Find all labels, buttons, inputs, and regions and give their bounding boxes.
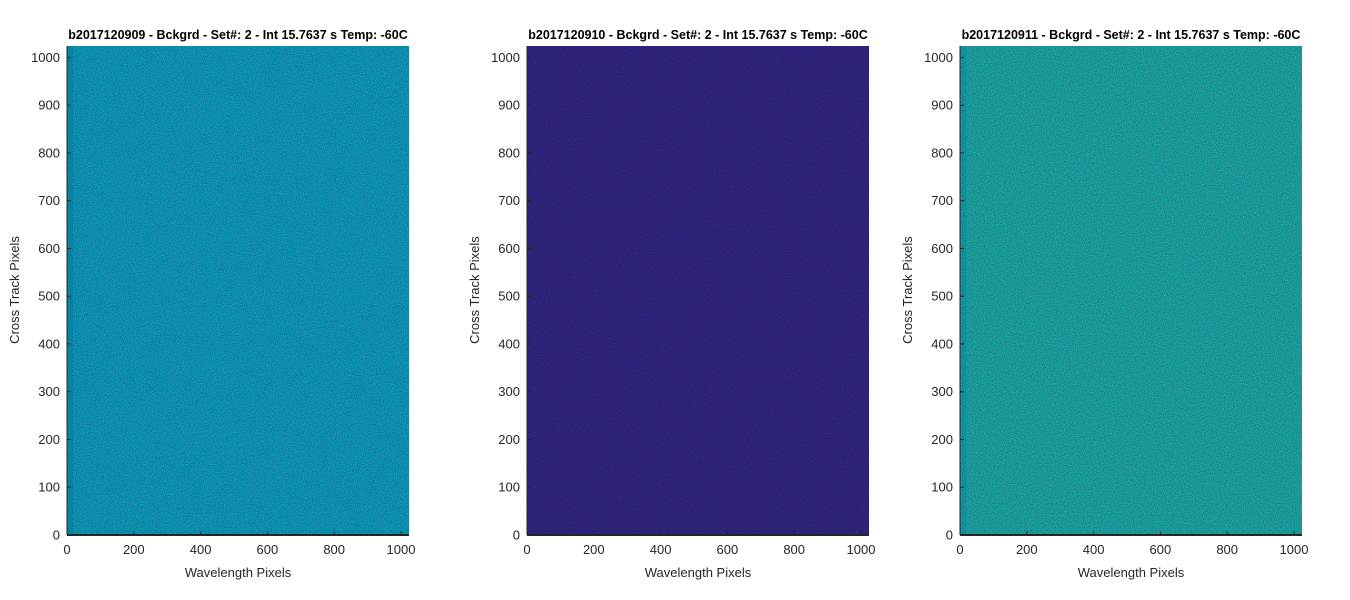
subplot-3: b2017120911 - Bckgrd - Set#: 2 - Int 15.… [900,28,1308,580]
subplot-2-axes: 0 200 400 600 800 1000 0 100 200 300 400 500 600 700 8… [491,46,875,557]
y-tick-label: 0 [513,528,520,543]
y-tick-label: 500 [498,289,520,304]
y-tick-label: 200 [38,432,60,447]
image-noise [960,46,1302,535]
subplot-2-title: b2017120910 - Bckgrd - Set#: 2 - Int 15.… [528,28,868,42]
subplot-1-xlabel: Wavelength Pixels [185,565,292,580]
y-tick-label: 800 [498,145,520,160]
y-tick-label: 700 [931,193,953,208]
x-tick-label: 600 [1150,542,1172,557]
y-tick-label: 800 [38,145,60,160]
y-tick-label: 200 [498,432,520,447]
x-tick-label: 200 [1016,542,1038,557]
y-tick-label: 1000 [31,50,60,65]
subplot-2-xlabel: Wavelength Pixels [645,565,752,580]
x-tick-label: 800 [1216,542,1238,557]
y-tick-label: 600 [38,241,60,256]
x-tick-label: 400 [1083,542,1105,557]
y-tick-label: 600 [498,241,520,256]
y-tick-label: 900 [498,98,520,113]
y-tick-label: 400 [498,336,520,351]
y-tick-label: 100 [38,480,60,495]
x-tick-label: 0 [63,542,70,557]
y-tick-label: 900 [931,98,953,113]
y-tick-label: 400 [38,336,60,351]
x-tick-label: 800 [783,542,805,557]
subplot-3-xlabel: Wavelength Pixels [1078,565,1185,580]
y-tick-label: 300 [931,384,953,399]
x-tick-label: 600 [717,542,739,557]
x-tick-label: 1000 [387,542,416,557]
image-noise [527,46,869,535]
y-tick-label: 900 [38,98,60,113]
x-tick-label: 1000 [1280,542,1309,557]
subplot-2: b2017120910 - Bckgrd - Set#: 2 - Int 15.… [467,28,875,580]
subplot-3-ylabel: Cross Track Pixels [900,236,915,344]
y-tick-label: 800 [931,145,953,160]
x-tick-label: 200 [583,542,605,557]
subplot-1-axes: 0 200 400 600 800 1000 0 100 200 300 400 500 600 700 8… [31,46,415,557]
y-tick-label: 1000 [491,50,520,65]
y-tick-label: 0 [946,528,953,543]
y-tick-label: 300 [38,384,60,399]
y-tick-label: 200 [931,432,953,447]
x-tick-label: 200 [123,542,145,557]
y-tick-label: 0 [53,528,60,543]
y-tick-label: 100 [931,480,953,495]
x-tick-label: 400 [650,542,672,557]
subplot-3-title: b2017120911 - Bckgrd - Set#: 2 - Int 15.… [962,28,1301,42]
x-tick-label: 400 [190,542,212,557]
y-tick-label: 1000 [924,50,953,65]
x-tick-label: 0 [956,542,963,557]
x-tick-label: 1000 [847,542,876,557]
y-tick-label: 600 [931,241,953,256]
x-tick-label: 0 [523,542,530,557]
y-tick-label: 100 [498,480,520,495]
x-tick-label: 800 [323,542,345,557]
y-tick-label: 300 [498,384,520,399]
subplot-1: b2017120909 - Bckgrd - Set#: 2 - Int 15.… [7,28,415,580]
subplot-1-ylabel: Cross Track Pixels [7,236,22,344]
y-tick-label: 500 [38,289,60,304]
subplot-3-axes: 0 200 400 600 800 1000 0 100 200 300 400 500 600 700 8… [924,46,1308,557]
y-tick-label: 700 [38,193,60,208]
image-noise [67,46,409,535]
subplot-2-ylabel: Cross Track Pixels [467,236,482,344]
y-tick-label: 400 [931,336,953,351]
y-tick-label: 700 [498,193,520,208]
y-tick-label: 500 [931,289,953,304]
subplot-1-title: b2017120909 - Bckgrd - Set#: 2 - Int 15.… [68,28,408,42]
x-tick-label: 600 [257,542,279,557]
